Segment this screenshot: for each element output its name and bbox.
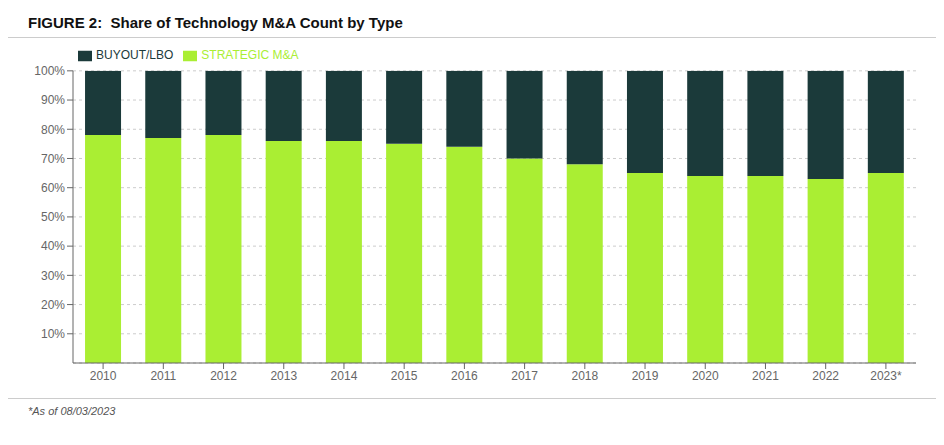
svg-text:2022: 2022 (812, 369, 839, 383)
html-text:FIGURE 2: Share of Technology: FIGURE 2: Share of Technology M&A Count … (28, 14, 403, 31)
svg-text:2018: 2018 (571, 369, 598, 383)
svg-text:2016: 2016 (451, 369, 478, 383)
svg-text:40%: 40% (41, 239, 65, 253)
svg-text:2020: 2020 (692, 369, 719, 383)
svg-text:90%: 90% (41, 93, 65, 107)
svg-text:2013: 2013 (270, 369, 297, 383)
svg-text:2011: 2011 (150, 369, 176, 383)
html-text:BUYOUT/LBO: BUYOUT/LBO (96, 48, 174, 62)
svg-text:50%: 50% (41, 210, 65, 224)
svg-text:2019: 2019 (632, 369, 659, 383)
svg-text:2012: 2012 (210, 369, 237, 383)
svg-text:30%: 30% (41, 269, 65, 283)
svg-text:100%: 100% (34, 64, 65, 78)
svg-text:2010: 2010 (90, 369, 117, 383)
svg-text:80%: 80% (41, 123, 65, 137)
svg-text:2015: 2015 (391, 369, 418, 383)
svg-text:10%: 10% (41, 327, 65, 341)
svg-text:2014: 2014 (331, 369, 358, 383)
html-text:*As of 08/03/2023: *As of 08/03/2023 (28, 405, 116, 417)
svg-text:70%: 70% (41, 152, 65, 166)
svg-text:60%: 60% (41, 181, 65, 195)
svg-text:2017: 2017 (511, 369, 538, 383)
svg-text:20%: 20% (41, 298, 65, 312)
html-text:STRATEGIC M&A: STRATEGIC M&A (201, 48, 299, 62)
svg-text:2023*: 2023* (870, 369, 902, 383)
svg-text:2021: 2021 (752, 369, 779, 383)
